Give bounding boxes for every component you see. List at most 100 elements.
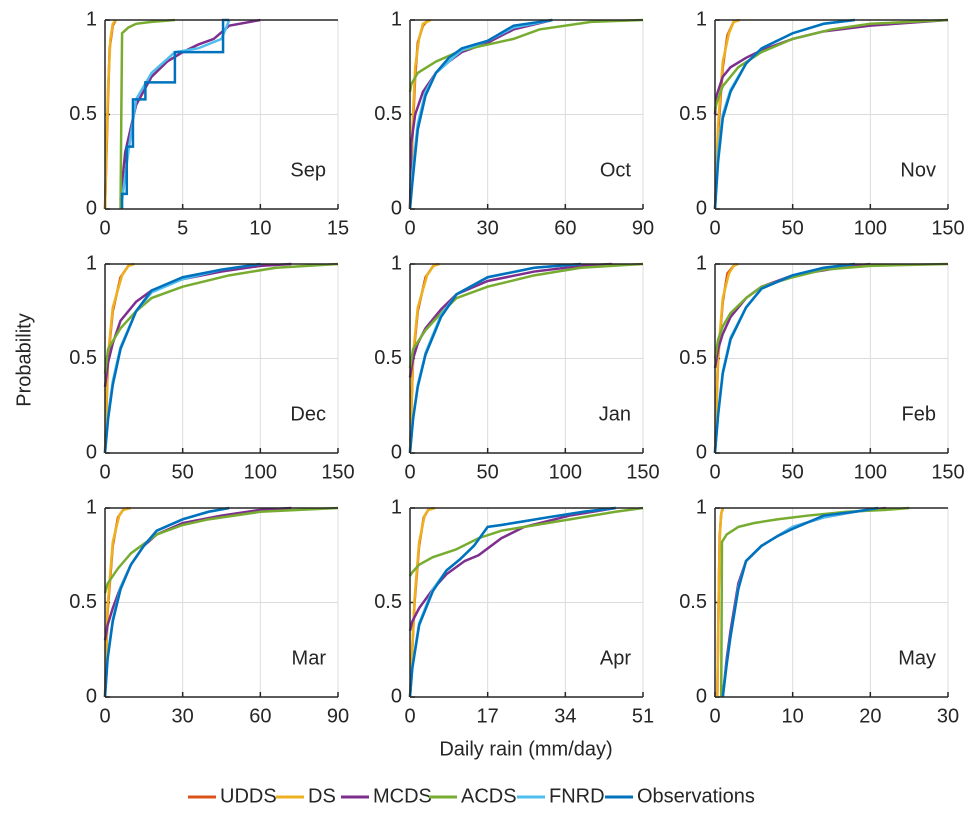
panel-label: Oct bbox=[600, 159, 632, 181]
panel-label: Mar bbox=[292, 647, 327, 669]
x-tick-label: 100 bbox=[244, 461, 277, 483]
y-tick-label: 1 bbox=[696, 496, 707, 518]
cdf-line bbox=[716, 507, 725, 698]
cdf-line bbox=[103, 506, 339, 594]
x-tick-label: 100 bbox=[549, 461, 582, 483]
y-tick-label: 1 bbox=[86, 496, 97, 518]
y-tick-label: 0.5 bbox=[374, 591, 402, 613]
legend-label: Observations bbox=[637, 785, 755, 807]
cdf-line bbox=[120, 18, 230, 209]
cdf-line bbox=[103, 506, 292, 641]
x-tick-label: 10 bbox=[249, 217, 271, 239]
x-tick-label: 0 bbox=[404, 217, 415, 239]
y-tick-label: 1 bbox=[696, 8, 707, 30]
y-tick-label: 0.5 bbox=[679, 103, 707, 125]
cdf-line bbox=[713, 262, 739, 454]
cdf-line bbox=[103, 262, 261, 454]
x-tick-label: 90 bbox=[327, 705, 349, 727]
legend-label: ACDS bbox=[461, 785, 517, 807]
cdf-line bbox=[713, 262, 855, 454]
y-tick-label: 0 bbox=[86, 197, 97, 219]
x-tick-label: 20 bbox=[859, 705, 881, 727]
y-tick-label: 0 bbox=[391, 197, 402, 219]
panel-label: May bbox=[898, 647, 936, 669]
x-tick-label: 90 bbox=[632, 217, 654, 239]
panel-label: Dec bbox=[290, 403, 326, 425]
y-tick-label: 0.5 bbox=[679, 347, 707, 369]
x-tick-label: 34 bbox=[554, 705, 576, 727]
y-tick-label: 0 bbox=[696, 441, 707, 463]
x-tick-label: 0 bbox=[709, 217, 720, 239]
cdf-line bbox=[721, 506, 879, 698]
cdf-line bbox=[408, 262, 440, 454]
panel-label: Jan bbox=[599, 403, 631, 425]
x-tick-label: 50 bbox=[172, 461, 194, 483]
cdf-line bbox=[103, 19, 117, 210]
cdf-line bbox=[120, 19, 231, 200]
x-tick-label: 0 bbox=[404, 705, 415, 727]
y-tick-label: 1 bbox=[696, 252, 707, 274]
cdf-line bbox=[408, 262, 581, 454]
cdf-line bbox=[713, 262, 949, 359]
cdf-line bbox=[713, 18, 949, 111]
x-tick-label: 50 bbox=[477, 461, 499, 483]
x-tick-label: 50 bbox=[782, 461, 804, 483]
y-tick-label: 1 bbox=[86, 8, 97, 30]
panel-label: Feb bbox=[902, 403, 936, 425]
y-tick-label: 0.5 bbox=[374, 103, 402, 125]
x-tick-label: 100 bbox=[854, 217, 887, 239]
x-tick-label: 30 bbox=[477, 217, 499, 239]
legend-label: MCDS bbox=[373, 785, 432, 807]
x-tick-label: 10 bbox=[782, 705, 804, 727]
panel-label: Sep bbox=[290, 159, 326, 181]
x-tick-label: 0 bbox=[99, 217, 110, 239]
x-tick-label: 0 bbox=[709, 705, 720, 727]
y-tick-label: 0.5 bbox=[374, 347, 402, 369]
legend-label: DS bbox=[308, 785, 336, 807]
cdf-line bbox=[103, 262, 292, 388]
y-tick-label: 1 bbox=[391, 496, 402, 518]
x-tick-label: 17 bbox=[477, 705, 499, 727]
x-tick-label: 150 bbox=[931, 217, 964, 239]
cdf-line bbox=[713, 18, 949, 115]
cdf-line bbox=[713, 18, 741, 210]
y-tick-label: 0.5 bbox=[69, 591, 97, 613]
cdf-line bbox=[103, 506, 230, 698]
y-tick-label: 1 bbox=[391, 252, 402, 274]
y-tick-label: 0.5 bbox=[69, 347, 97, 369]
cdf-line bbox=[408, 18, 553, 210]
cdf-line bbox=[408, 506, 436, 698]
y-axis-label: Probability bbox=[13, 313, 35, 406]
x-tick-label: 60 bbox=[249, 705, 271, 727]
x-axis-label: Daily rain (mm/day) bbox=[439, 738, 612, 760]
y-tick-label: 1 bbox=[86, 252, 97, 274]
cdf-line bbox=[103, 506, 132, 698]
x-tick-label: 30 bbox=[937, 705, 959, 727]
panel-label: Apr bbox=[600, 647, 631, 669]
legend-label: UDDS bbox=[220, 785, 277, 807]
cdf-line bbox=[408, 262, 644, 369]
cdf-line bbox=[408, 506, 616, 632]
y-tick-label: 1 bbox=[391, 8, 402, 30]
x-tick-label: 150 bbox=[626, 461, 659, 483]
x-tick-label: 51 bbox=[632, 705, 654, 727]
x-tick-label: 30 bbox=[172, 705, 194, 727]
panel-label: Nov bbox=[900, 159, 936, 181]
x-tick-label: 15 bbox=[327, 217, 349, 239]
cdf-line bbox=[408, 262, 613, 378]
x-tick-label: 0 bbox=[99, 705, 110, 727]
cdf-line bbox=[408, 506, 616, 698]
y-tick-label: 0 bbox=[86, 685, 97, 707]
y-tick-label: 0 bbox=[696, 685, 707, 707]
x-tick-label: 0 bbox=[709, 461, 720, 483]
x-tick-label: 0 bbox=[404, 461, 415, 483]
y-tick-label: 0.5 bbox=[69, 103, 97, 125]
cdf-line bbox=[408, 18, 644, 93]
x-tick-label: 5 bbox=[177, 217, 188, 239]
x-tick-label: 60 bbox=[554, 217, 576, 239]
legend-label: FNRD bbox=[549, 785, 605, 807]
x-tick-label: 50 bbox=[782, 217, 804, 239]
x-tick-label: 0 bbox=[99, 461, 110, 483]
